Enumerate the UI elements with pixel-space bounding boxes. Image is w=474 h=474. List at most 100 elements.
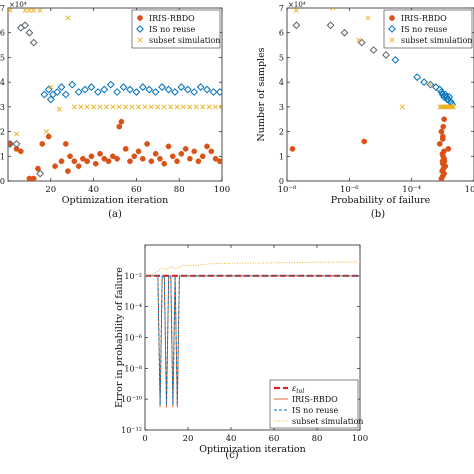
point-iris-rbdo [157, 155, 163, 162]
point-is-no-reuse [138, 83, 147, 91]
point-is-no-reuse [61, 90, 70, 99]
y-tick-label: 2 [279, 128, 284, 137]
point-subset-simulation [180, 104, 186, 110]
point-is-no-reuse [391, 55, 400, 64]
chart-panel-c: 0 20 40 60 80 100 10⁻² 10⁻⁴ 10⁻⁶ 10⁻⁸ 10⁻¹⁰ 10⁻¹² Op… [114, 244, 368, 461]
point-subset-simulation [187, 104, 193, 110]
point-subset-simulation [206, 104, 212, 110]
point-iris-rbdo [144, 141, 150, 147]
point-subset-simulation [427, 82, 433, 88]
point-iris-rbdo [436, 141, 443, 147]
x-tick-label: 60 [131, 185, 142, 195]
legend-entry: IS no reuse [149, 25, 196, 34]
point-is-no-reuse [126, 85, 134, 94]
point-iris-rbdo [439, 136, 446, 142]
point-subset-simulation [116, 104, 122, 110]
legend-marker [389, 37, 395, 43]
point-iris-rbdo [75, 163, 82, 170]
x-tick-label: 40 [226, 434, 237, 444]
point-iris-rbdo [71, 158, 78, 165]
point-subset-simulation [356, 37, 362, 43]
point-subset-simulation [449, 104, 455, 110]
point-is-no-reuse [432, 83, 440, 91]
exponent-label: ×10⁴ [9, 1, 27, 9]
y-tick-label: 4 [0, 78, 5, 87]
x-axis-label: Optimization iteration [62, 195, 169, 206]
point-iris-rbdo [58, 158, 65, 165]
y-tick-label: 6 [279, 29, 284, 38]
point-subset-simulation [26, 8, 32, 13]
point-is-no-reuse [29, 38, 38, 47]
legend-marker [389, 15, 395, 21]
point-subset-simulation [155, 104, 161, 110]
point-subset-simulation [213, 104, 219, 110]
point-iris-rbdo [182, 146, 189, 152]
point-iris-rbdo [139, 155, 146, 162]
y-axis-label: Number of samples [256, 47, 267, 141]
legend-entry: IRIS-RBDO [149, 14, 195, 23]
point-subset-simulation [71, 104, 77, 110]
line-series [145, 275, 360, 406]
line-series [145, 261, 360, 277]
point-subset-simulation [103, 104, 109, 110]
point-iris-rbdo [52, 163, 58, 170]
point-iris-rbdo [45, 133, 52, 140]
point-is-no-reuse [438, 90, 447, 99]
point-iris-rbdo [204, 143, 210, 150]
point-is-no-reuse [87, 83, 96, 91]
data-points-a [8, 8, 222, 181]
point-subset-simulation [365, 15, 371, 21]
point-iris-rbdo [441, 116, 447, 123]
point-iris-rbdo [361, 138, 368, 145]
point-iris-rbdo [208, 148, 215, 155]
point-subset-simulation [399, 104, 405, 110]
x-axis-label: Optimization iteration [199, 444, 306, 455]
legend-b: IRIS-RBDO IS no reuse subset simulation [383, 9, 472, 49]
y-tick-label: 3 [279, 103, 284, 112]
point-is-no-reuse [119, 83, 128, 91]
x-tick-label: 80 [312, 434, 323, 444]
point-is-no-reuse [413, 73, 422, 82]
y-axis-label: Error in probability of failure [114, 267, 125, 408]
point-subset-simulation [84, 104, 90, 110]
x-tick-label: 10⁻⁴ [402, 185, 421, 195]
point-subset-simulation [447, 104, 453, 110]
y-tick-label: 0 [0, 177, 5, 186]
x-tick-label: 20 [45, 185, 56, 195]
legend-entry: IRIS-RBDO [401, 14, 447, 23]
point-subset-simulation [91, 104, 97, 110]
point-is-no-reuse [74, 88, 83, 96]
y-tick-label: 5 [279, 53, 284, 62]
data-lines-c [145, 261, 360, 408]
point-iris-rbdo [174, 158, 180, 165]
y-tick-label: 10⁻¹⁰ [121, 395, 142, 404]
point-subset-simulation [123, 104, 129, 110]
point-is-no-reuse [171, 88, 179, 96]
point-is-no-reuse [106, 80, 115, 89]
point-subset-simulation [443, 104, 449, 110]
point-subset-simulation [110, 104, 116, 110]
point-subset-simulation [37, 8, 43, 13]
point-iris-rbdo [161, 160, 168, 167]
x-tick-label: 20 [183, 434, 194, 444]
point-is-no-reuse [445, 93, 454, 101]
legend-marker [388, 25, 396, 33]
point-is-no-reuse [93, 88, 102, 96]
legend-marker [136, 25, 144, 33]
panel-label: (c) [225, 450, 239, 461]
y-tick-label: 2 [0, 128, 5, 137]
point-iris-rbdo [92, 160, 99, 167]
point-iris-rbdo [122, 146, 129, 152]
point-iris-rbdo [178, 150, 185, 157]
point-subset-simulation [44, 129, 50, 135]
legend-entry: subset simulation [401, 36, 472, 45]
point-subset-simulation [56, 106, 62, 112]
point-iris-rbdo [13, 146, 20, 152]
panel-label: (a) [108, 209, 122, 220]
point-is-no-reuse [100, 85, 109, 94]
point-iris-rbdo [62, 141, 69, 147]
point-iris-rbdo [195, 158, 202, 165]
point-iris-rbdo [67, 153, 73, 160]
